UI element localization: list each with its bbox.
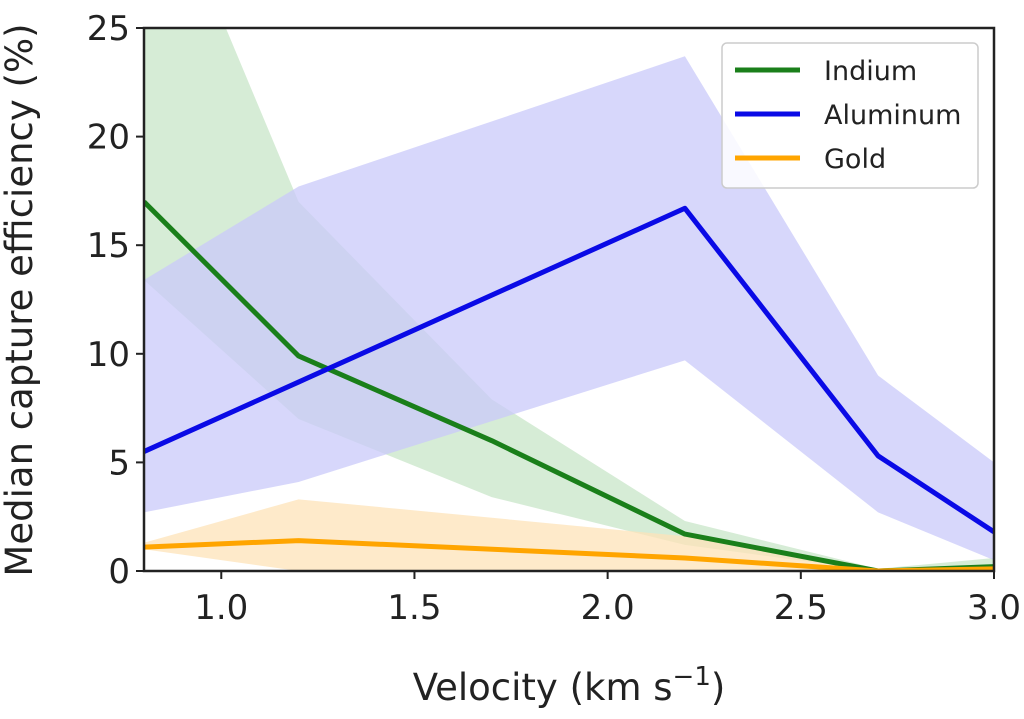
y-axis-label: Median capture efficiency (%): [0, 23, 41, 576]
plot-frame: [142, 26, 996, 573]
legend-label-aluminum: Aluminum: [824, 100, 961, 131]
y-tick-label: 20: [87, 118, 130, 158]
legend-box: [721, 42, 979, 189]
x-tick-label: 2.5: [774, 588, 828, 628]
x-axis-ticks: 1.0 1.5 2.0 2.5 3.0: [194, 571, 1021, 628]
y-tick-label: 25: [87, 9, 130, 49]
y-tick-label: 5: [108, 443, 130, 483]
legend-label-indium: Indium: [824, 56, 917, 87]
legend-label-gold: Gold: [824, 144, 886, 175]
y-tick-label: 10: [87, 335, 130, 375]
x-tick-label: 1.0: [194, 588, 248, 628]
x-tick-label: 2.0: [581, 588, 635, 628]
legend-items: Indium Aluminum Gold: [735, 56, 961, 175]
x-tick-label: 1.5: [387, 588, 441, 628]
y-tick-label: 0: [108, 552, 130, 592]
x-axis-label: Velocity (km s−1): [413, 662, 726, 709]
x-tick-label: 3.0: [967, 588, 1021, 628]
aluminum-line: [144, 205, 994, 534]
aluminum-band: [144, 56, 994, 561]
legend: Indium Aluminum Gold: [721, 42, 979, 189]
y-axis-ticks: 0 5 10 15 20 25: [87, 9, 144, 592]
y-tick-label: 15: [87, 226, 130, 266]
